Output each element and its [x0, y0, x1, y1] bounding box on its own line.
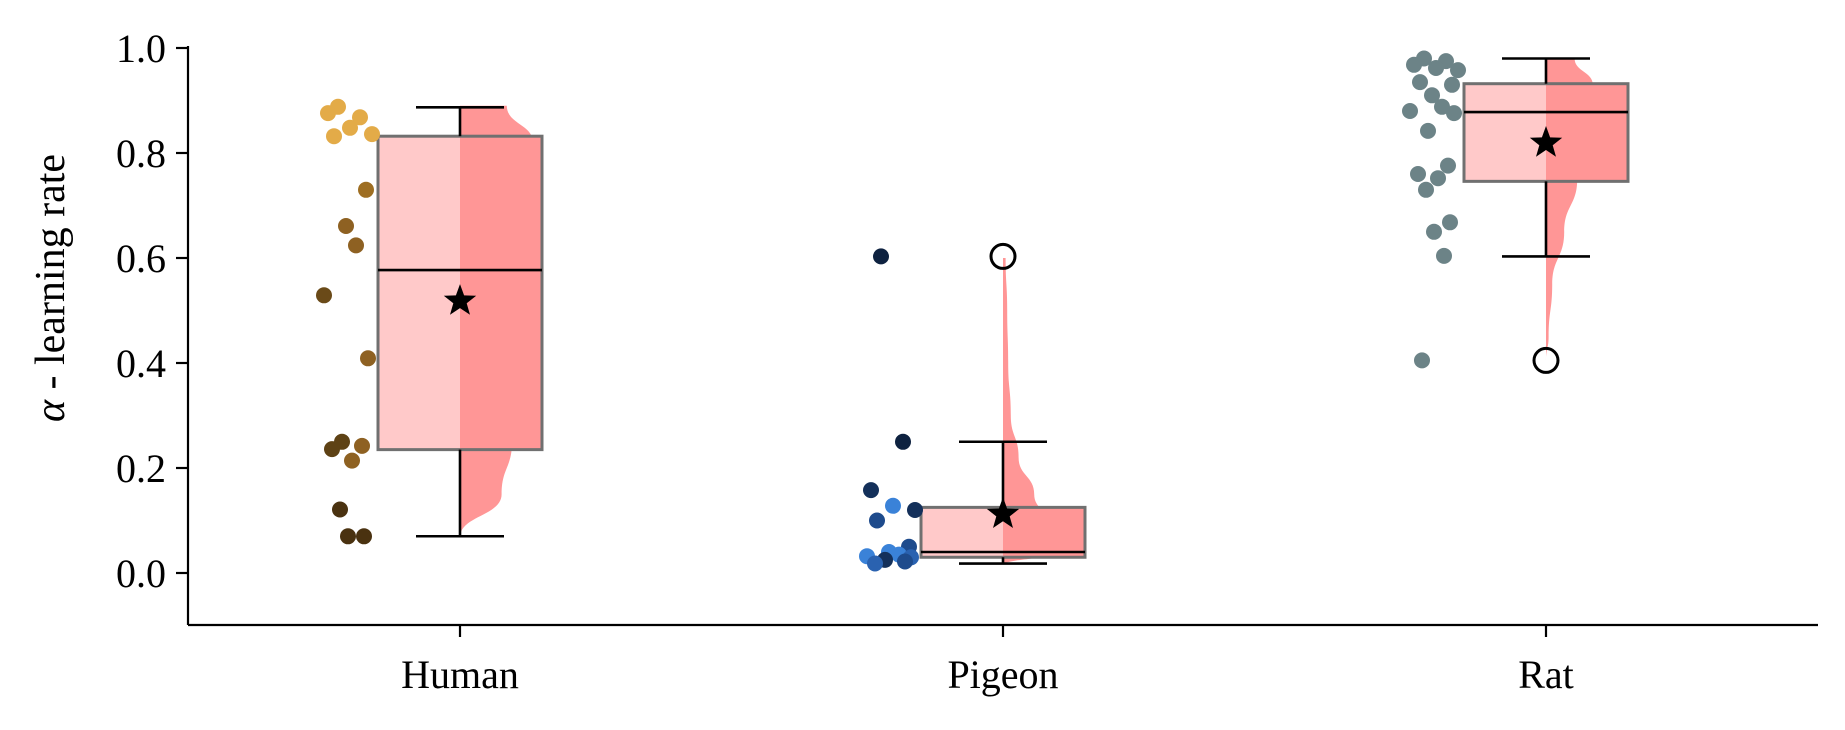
- y-tick-label: 0.2: [116, 446, 166, 491]
- data-point-rat: [1434, 98, 1450, 115]
- data-point-rat: [1418, 181, 1434, 198]
- data-point-pigeon: [897, 553, 913, 570]
- data-point-rat: [1442, 214, 1458, 231]
- y-tick-label: 0.8: [116, 131, 166, 176]
- data-point-rat: [1428, 60, 1444, 76]
- data-point-human: [344, 452, 360, 469]
- data-point-rat: [1414, 352, 1430, 369]
- data-point-human: [324, 441, 340, 458]
- x-tick-label-rat: Rat: [1518, 652, 1574, 697]
- violin-pigeon: [1003, 258, 1066, 566]
- data-point-human: [332, 501, 348, 518]
- data-point-human: [358, 181, 374, 198]
- y-tick-label: 0.4: [116, 341, 166, 386]
- y-tick-label: 1.0: [116, 26, 166, 71]
- data-point-human: [360, 350, 376, 367]
- outlier-marker-rat: [1532, 346, 1560, 374]
- data-point-human: [352, 109, 368, 126]
- mean-marker-human: [443, 284, 477, 315]
- data-point-human: [320, 105, 336, 122]
- y-axis-label-text: - learning rate: [28, 154, 74, 400]
- data-point-rat: [1410, 166, 1426, 182]
- data-point-human: [340, 528, 356, 545]
- box-right-half-human: [460, 136, 542, 450]
- data-point-human: [338, 218, 354, 234]
- data-point-human: [326, 128, 342, 145]
- data-point-human: [316, 287, 332, 304]
- data-point-rat: [1440, 157, 1456, 174]
- data-point-rat: [1430, 170, 1446, 187]
- data-point-rat: [1420, 122, 1436, 139]
- y-tick-label: 0.6: [116, 236, 166, 281]
- data-point-human: [356, 528, 372, 545]
- x-tick-label-pigeon: Pigeon: [947, 652, 1058, 697]
- data-point-pigeon: [863, 482, 879, 499]
- data-point-pigeon: [873, 248, 889, 265]
- box-left-half-pigeon: [921, 507, 1003, 558]
- mean-marker-pigeon: [986, 497, 1020, 528]
- box-right-half-pigeon: [1003, 507, 1085, 558]
- data-point-human: [354, 437, 370, 454]
- y-tick-label: 0.0: [116, 551, 166, 596]
- data-point-rat: [1436, 247, 1452, 264]
- mean-marker-rat: [1529, 126, 1563, 157]
- data-point-rat: [1406, 56, 1422, 73]
- data-point-rat: [1402, 103, 1418, 119]
- data-point-rat: [1426, 223, 1442, 240]
- box-left-half-human: [378, 136, 460, 450]
- box-right-half-rat: [1546, 83, 1628, 182]
- data-point-pigeon: [869, 512, 885, 529]
- data-point-pigeon: [907, 502, 923, 518]
- box-left-half-rat: [1464, 83, 1546, 182]
- data-point-pigeon: [895, 433, 911, 450]
- data-point-rat: [1444, 76, 1460, 93]
- data-point-pigeon: [867, 555, 883, 572]
- data-point-rat: [1446, 105, 1462, 122]
- data-point-human: [342, 119, 358, 136]
- data-point-rat: [1450, 62, 1466, 79]
- data-point-rat: [1424, 87, 1440, 104]
- data-point-human: [348, 237, 364, 254]
- data-point-human: [364, 126, 380, 143]
- data-point-pigeon: [885, 497, 901, 514]
- x-tick-label-human: Human: [401, 652, 519, 697]
- outlier-marker-pigeon: [989, 242, 1017, 270]
- y-axis-label-symbol: α: [28, 399, 74, 422]
- y-axis-label: α - learning rate: [28, 154, 74, 422]
- data-point-rat: [1412, 74, 1428, 91]
